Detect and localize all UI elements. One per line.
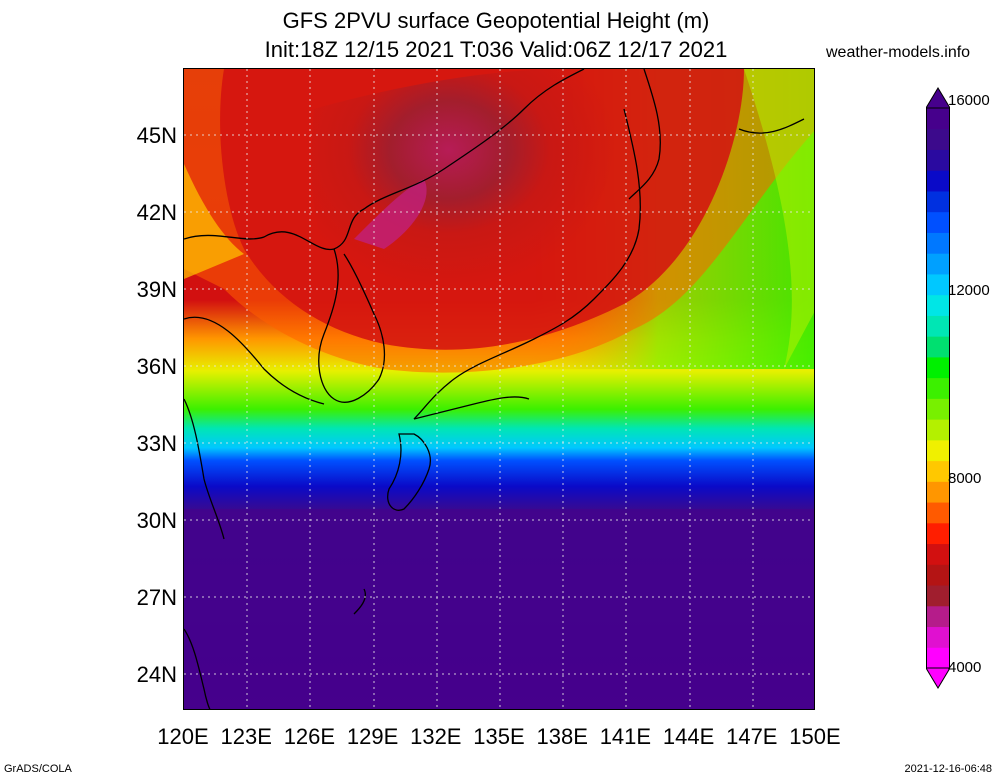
colorbar-segment <box>926 108 950 130</box>
colorbar-outline <box>926 107 950 669</box>
colorbar-segment <box>926 315 950 337</box>
lon-tick-label: 144E <box>662 724 715 749</box>
colorbar-segment <box>926 356 950 379</box>
lon-tick-label: 126E <box>283 724 336 749</box>
colorbar <box>926 87 950 689</box>
colorbar-segment <box>926 543 950 565</box>
footer-software: GrADS/COLA <box>4 763 72 775</box>
colorbar-min-arrow <box>926 667 950 689</box>
lon-tick-label: 129E <box>346 724 399 749</box>
colorbar-segment <box>926 232 950 254</box>
colorbar-segment <box>926 502 950 524</box>
lat-tick-label: 39N <box>136 277 177 302</box>
colorbar-segment <box>926 190 950 213</box>
colorbar-segment <box>926 564 950 586</box>
colorbar-segment <box>926 253 950 275</box>
lon-tick-label: 132E <box>410 724 462 749</box>
colorbar-segment <box>926 522 950 545</box>
colorbar-segment <box>926 647 950 669</box>
colorbar-segment <box>926 294 950 316</box>
colorbar-segment <box>926 419 950 441</box>
colorbar-tick-label: 16000 <box>948 92 990 109</box>
lat-tick-label: 30N <box>136 508 177 533</box>
tropics <box>184 509 814 709</box>
lon-tick-label: 138E <box>536 724 588 749</box>
colorbar-segment <box>926 170 950 192</box>
colorbar-segment <box>926 439 950 462</box>
lon-tick-label: 123E <box>220 724 272 749</box>
lon-tick-label: 120E <box>157 724 209 749</box>
colorbar-tick-label: 8000 <box>948 470 982 487</box>
map-panel <box>183 68 815 710</box>
lon-tick-label: 135E <box>473 724 525 749</box>
lat-tick-label: 27N <box>136 585 177 610</box>
lon-tick-label: 150E <box>789 724 841 749</box>
colorbar-segment <box>926 128 950 150</box>
colorbar-segment <box>926 273 950 296</box>
trough-core <box>311 69 617 322</box>
colorbar-segment <box>926 211 950 233</box>
trough-minimum <box>354 179 427 249</box>
lat-tick-label: 42N <box>136 200 177 225</box>
lat-tick-label: 24N <box>136 662 177 687</box>
west-ridge <box>184 164 244 279</box>
colorbar-segment <box>926 336 950 358</box>
colorbar-segment <box>926 626 950 648</box>
colorbar-max-arrow <box>926 87 950 109</box>
colorbar-segment <box>926 585 950 607</box>
lat-tick-label: 45N <box>136 123 177 148</box>
colorbar-segment <box>926 481 950 503</box>
site-label: weather-models.info <box>826 44 971 61</box>
east-ridge-green <box>744 69 814 369</box>
lat-tick-label: 33N <box>136 431 177 456</box>
colorbar-segment <box>926 398 950 420</box>
geopotential-map <box>184 69 814 709</box>
colorbar-tick-label: 12000 <box>948 282 990 299</box>
lat-tick-label: 36N <box>136 354 177 379</box>
footer-timestamp: 2021-12-16-06:48 <box>904 763 992 775</box>
lon-tick-label: 147E <box>726 724 778 749</box>
chart-title: GFS 2PVU surface Geopotential Height (m) <box>282 8 710 33</box>
colorbar-tick-label: 4000 <box>948 659 982 676</box>
colorbar-segment <box>926 605 950 628</box>
chart-subtitle: Init:18Z 12/15 2021 T:036 Valid:06Z 12/1… <box>264 37 728 62</box>
colorbar-segment <box>926 460 950 482</box>
graticule <box>184 69 814 709</box>
lon-tick-label: 141E <box>599 724 652 749</box>
coastlines <box>184 69 805 709</box>
colorbar-segment <box>926 149 950 171</box>
colorbar-segment <box>926 377 950 399</box>
